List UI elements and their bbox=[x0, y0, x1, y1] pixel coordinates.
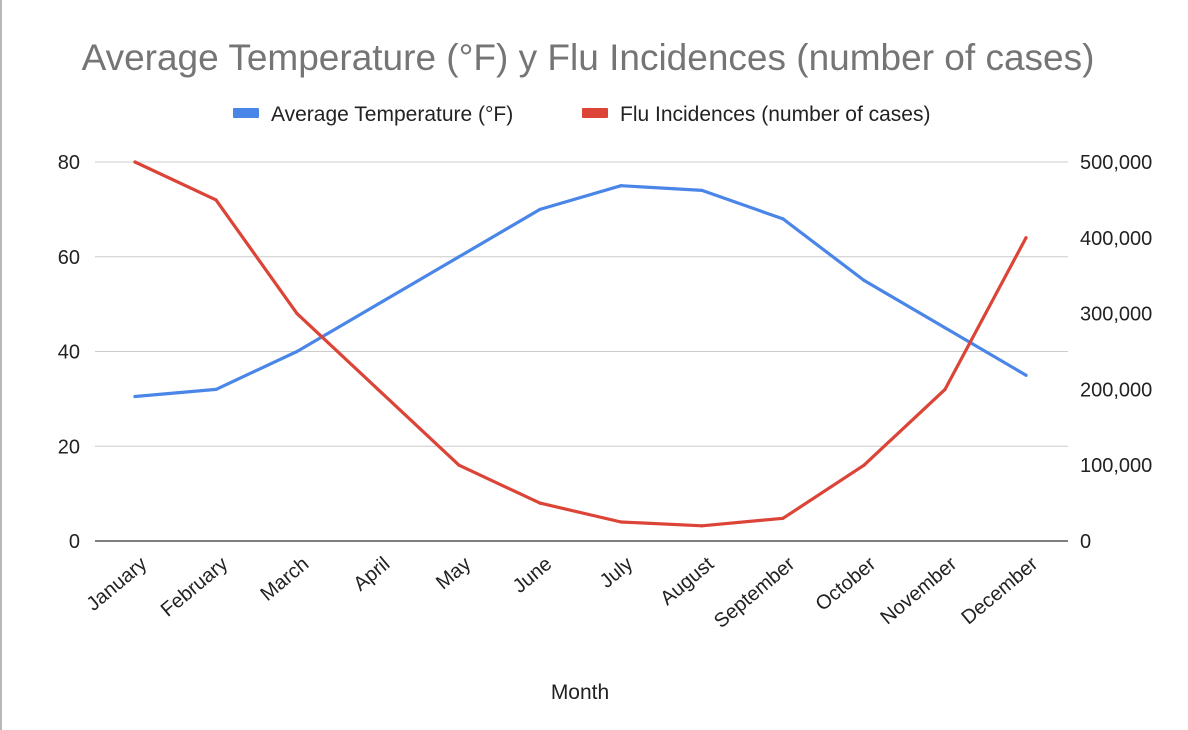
x-tick-label: July bbox=[596, 553, 637, 593]
window-left-border bbox=[0, 0, 2, 730]
y-tick-label: 40 bbox=[58, 342, 80, 364]
series-line-flu bbox=[133, 160, 1028, 528]
x-tick-label: May bbox=[432, 553, 475, 594]
legend-swatch-flu bbox=[582, 108, 608, 118]
data-point-temperature bbox=[700, 188, 704, 192]
legend-label-temperature: Average Temperature (°F) bbox=[271, 103, 513, 126]
series-lines bbox=[133, 160, 1028, 528]
data-point-flu bbox=[700, 524, 704, 528]
y-tick-label: 80 bbox=[58, 152, 80, 174]
x-tick-label: March bbox=[256, 553, 313, 606]
x-tick-label: November bbox=[876, 553, 961, 629]
data-point-temperature bbox=[133, 394, 137, 399]
x-tick-label: January bbox=[83, 553, 152, 616]
data-point-flu bbox=[133, 160, 137, 164]
y-tick-label: 60 bbox=[58, 247, 80, 269]
y2-tick-label: 200,000 bbox=[1080, 379, 1152, 401]
chart-title: Average Temperature (°F) y Flu Incidence… bbox=[82, 37, 1095, 78]
data-point-temperature bbox=[376, 302, 380, 306]
data-point-flu bbox=[619, 520, 623, 524]
y-axis-right-ticks: 0 100,000 200,000 300,000 400,000 500,000 bbox=[1080, 152, 1152, 553]
data-point-temperature bbox=[538, 207, 542, 211]
data-point-temperature bbox=[781, 217, 785, 221]
data-point-temperature bbox=[943, 326, 947, 330]
x-tick-label: February bbox=[157, 553, 232, 621]
legend-swatch-temperature bbox=[233, 108, 259, 118]
data-point-temperature bbox=[862, 278, 866, 282]
data-point-flu bbox=[376, 387, 380, 391]
data-point-flu bbox=[457, 463, 461, 467]
y2-tick-label: 300,000 bbox=[1080, 304, 1152, 326]
data-point-flu bbox=[214, 198, 218, 202]
x-tick-label: August bbox=[656, 553, 718, 610]
y2-tick-label: 100,000 bbox=[1080, 455, 1152, 477]
x-axis-title: Month bbox=[551, 681, 609, 704]
data-point-temperature bbox=[457, 255, 461, 259]
data-point-flu bbox=[943, 387, 947, 391]
series-line-temperature bbox=[133, 184, 1028, 399]
data-point-flu bbox=[538, 501, 542, 505]
x-tick-label: June bbox=[509, 553, 556, 598]
data-point-temperature bbox=[295, 349, 299, 354]
data-point-flu bbox=[781, 516, 785, 520]
data-point-flu bbox=[862, 463, 866, 467]
data-point-flu bbox=[295, 312, 299, 316]
x-tick-label: September bbox=[710, 553, 799, 633]
y2-tick-label: 0 bbox=[1080, 531, 1091, 553]
y-tick-label: 0 bbox=[69, 531, 80, 553]
x-axis-ticks: January February March April May June July Augu… bbox=[83, 553, 1043, 633]
legend-label-flu: Flu Incidences (number of cases) bbox=[620, 103, 930, 126]
x-tick-label: April bbox=[349, 553, 394, 596]
y2-tick-label: 400,000 bbox=[1080, 228, 1152, 250]
chart-legend: Average Temperature (°F) Flu Incidences … bbox=[233, 103, 930, 126]
gridlines bbox=[95, 161, 1068, 542]
x-tick-label: December bbox=[957, 553, 1042, 629]
data-point-temperature bbox=[619, 184, 623, 188]
data-point-temperature bbox=[1024, 373, 1028, 377]
data-point-flu bbox=[1024, 236, 1028, 240]
data-point-temperature bbox=[214, 387, 218, 391]
x-tick-label: October bbox=[812, 553, 881, 616]
y-tick-label: 20 bbox=[58, 436, 80, 458]
y2-tick-label: 500,000 bbox=[1080, 152, 1152, 174]
y-axis-left-ticks: 0 20 40 60 80 bbox=[58, 152, 80, 553]
